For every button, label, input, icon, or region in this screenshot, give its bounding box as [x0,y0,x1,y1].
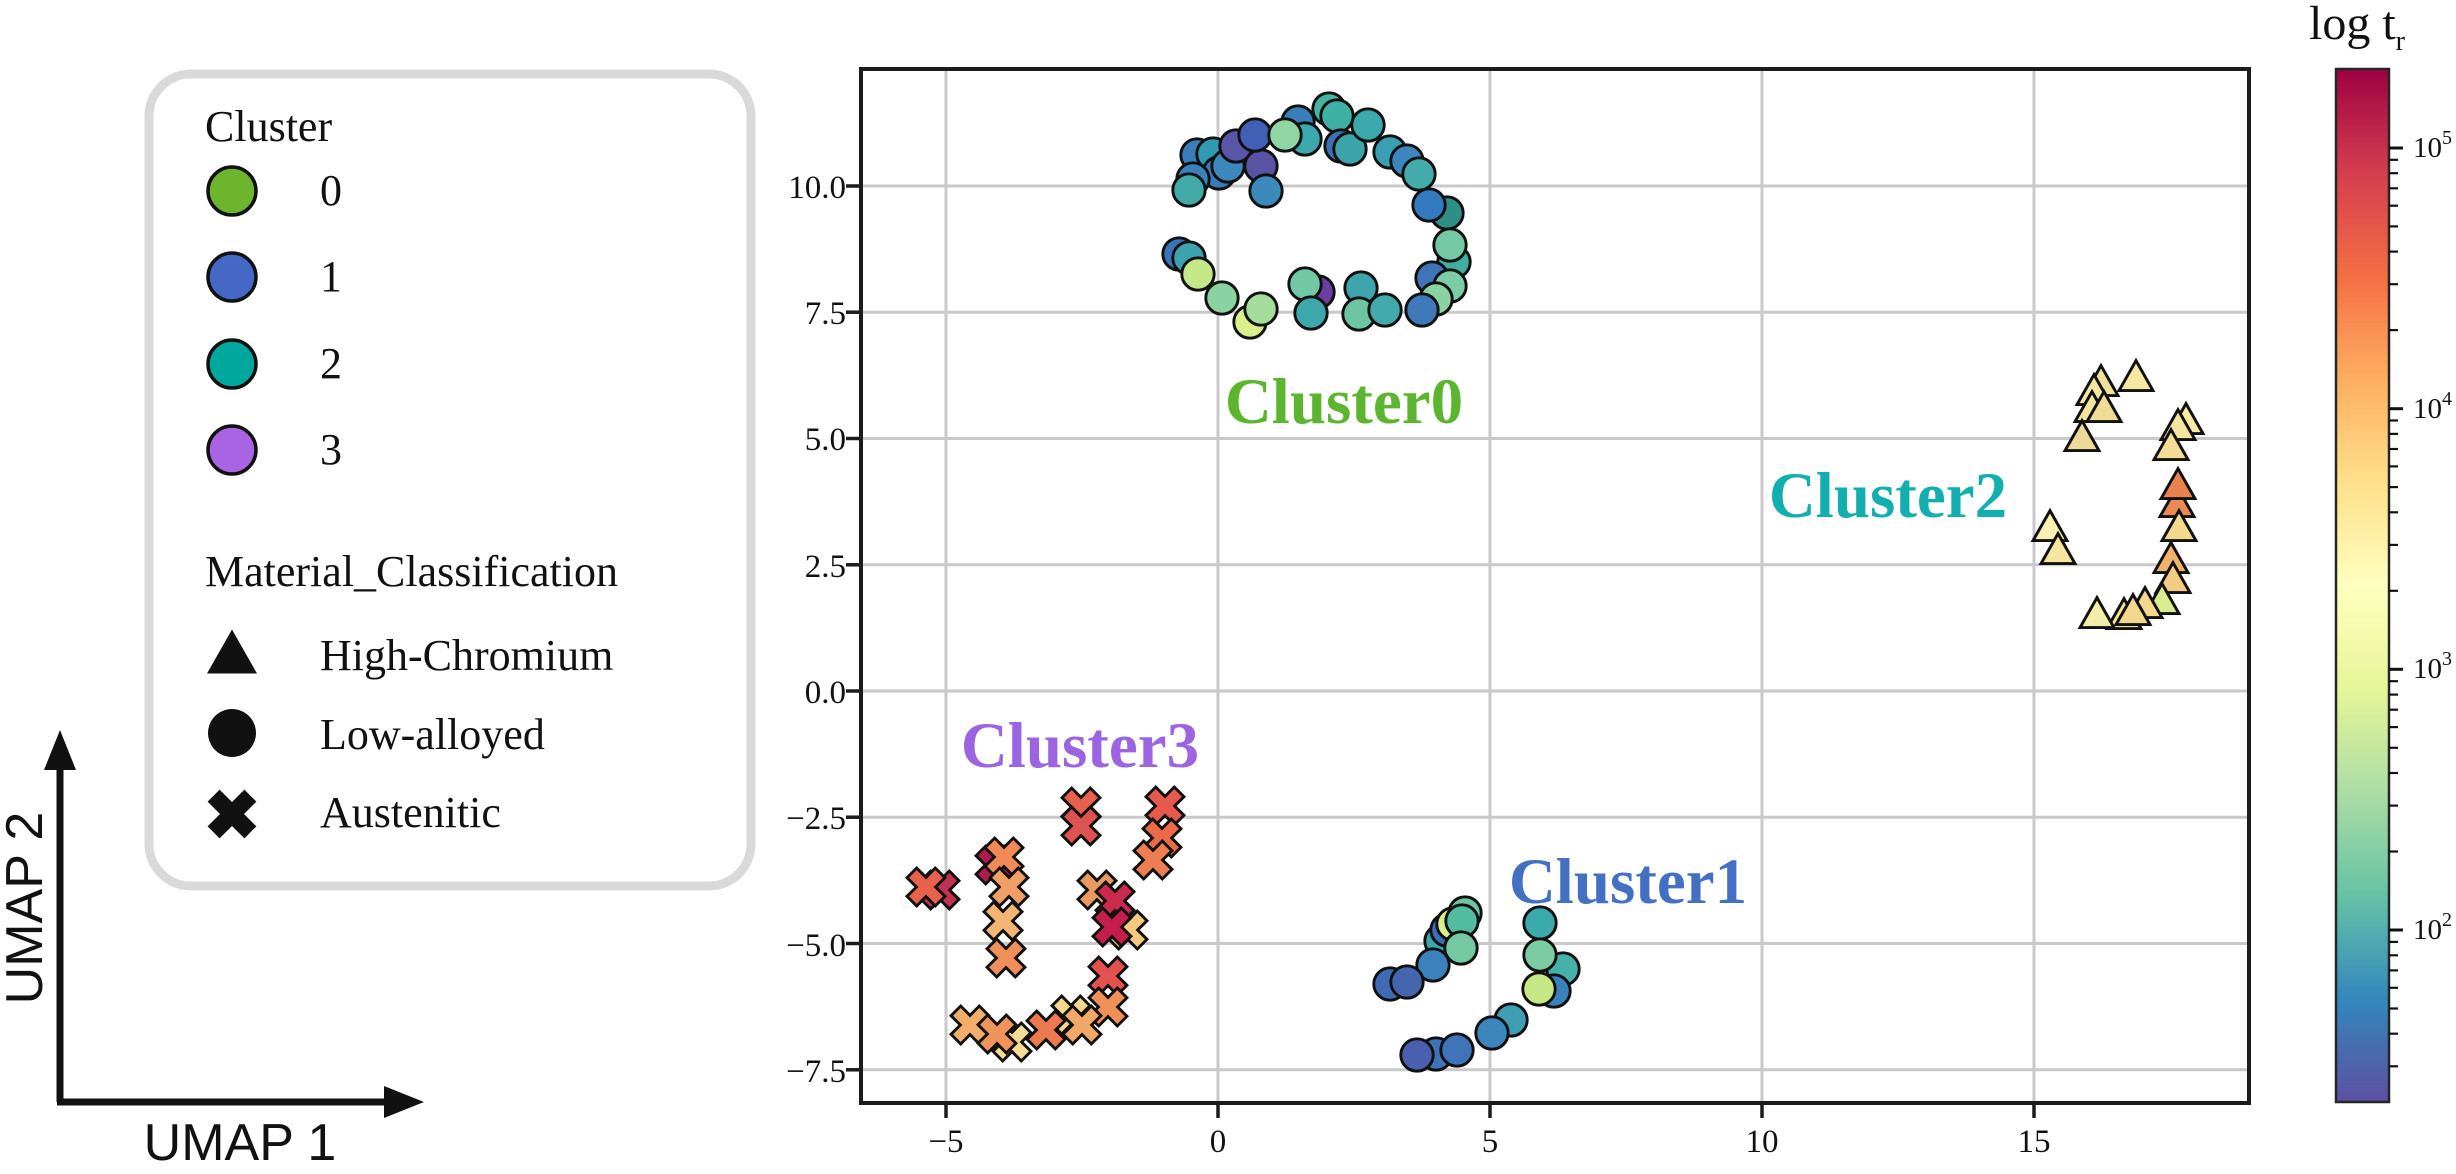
svg-text:15: 15 [2018,1124,2051,1160]
svg-text:Material_Classification: Material_Classification [205,547,618,596]
svg-text:Cluster2: Cluster2 [1769,460,2007,532]
svg-text:5: 5 [1482,1124,1499,1160]
svg-text:2: 2 [320,339,342,388]
svg-text:3: 3 [320,425,342,474]
svg-text:High-Chromium: High-Chromium [320,631,613,680]
svg-text:0: 0 [320,166,342,215]
svg-text:Cluster: Cluster [205,102,332,151]
svg-text:−2.5: −2.5 [786,801,846,837]
svg-text:Cluster1: Cluster1 [1509,846,1747,918]
svg-text:10.0: 10.0 [788,170,846,206]
svg-text:UMAP 2: UMAP 2 [0,812,54,1005]
svg-text:1: 1 [320,252,342,301]
svg-text:7.5: 7.5 [805,296,846,332]
svg-text:Cluster0: Cluster0 [1225,366,1463,438]
svg-text:UMAP 1: UMAP 1 [144,1114,337,1172]
svg-text:−5.0: −5.0 [786,928,846,964]
svg-text:−5: −5 [928,1124,963,1160]
svg-text:Cluster3: Cluster3 [961,710,1199,782]
svg-text:5.0: 5.0 [805,422,846,458]
svg-text:10: 10 [1746,1124,1779,1160]
svg-text:log tr: log tr [2309,0,2406,57]
svg-text:−7.5: −7.5 [786,1054,846,1090]
svg-text:Austenitic: Austenitic [320,788,501,837]
svg-text:0.0: 0.0 [805,675,846,711]
svg-text:102: 102 [2413,909,2452,946]
svg-text:2.5: 2.5 [805,549,846,585]
svg-text:0: 0 [1210,1124,1227,1160]
svg-text:Low-alloyed: Low-alloyed [320,710,545,759]
